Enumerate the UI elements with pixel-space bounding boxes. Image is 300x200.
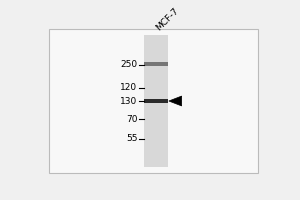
Bar — [145, 62, 168, 66]
Text: MCF-7: MCF-7 — [154, 6, 180, 32]
Text: 55: 55 — [126, 134, 137, 143]
Bar — [49, 29, 258, 173]
Bar — [145, 99, 168, 103]
Text: 120: 120 — [120, 83, 137, 92]
Text: 250: 250 — [120, 60, 137, 69]
Text: 70: 70 — [126, 115, 137, 124]
Polygon shape — [169, 96, 182, 106]
Text: 130: 130 — [120, 97, 137, 106]
Bar — [145, 35, 168, 167]
